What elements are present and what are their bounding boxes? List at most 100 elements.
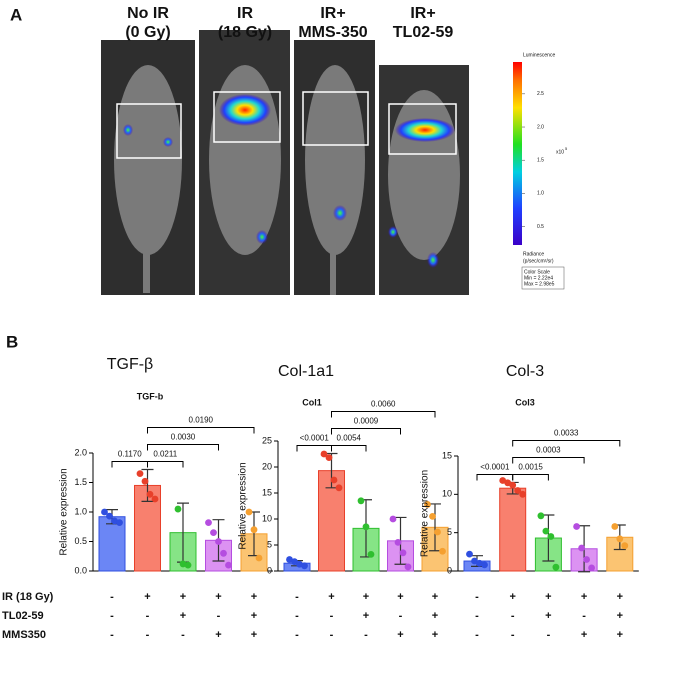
panel-label: A <box>10 5 22 24</box>
data-point <box>429 513 436 520</box>
significance-bracket <box>147 444 219 451</box>
p-value: 0.0009 <box>354 417 379 426</box>
colorbar-unit-exp: 5 <box>565 146 568 151</box>
group-label: IR <box>237 5 253 22</box>
condition-sign: + <box>545 591 551 603</box>
data-point <box>330 476 338 484</box>
condition-sign: + <box>617 610 623 622</box>
data-point <box>146 490 154 498</box>
p-value: 0.0211 <box>153 450 177 459</box>
group-label: IR+ <box>320 5 345 22</box>
significance-bracket <box>331 427 401 435</box>
chart-title: TGF-b <box>137 391 164 401</box>
condition-sign: + <box>581 629 587 641</box>
condition-sign: + <box>617 591 623 603</box>
colorbar <box>513 62 522 245</box>
colorbar-tick-label: 0.5 <box>537 224 544 230</box>
p-value: 0.0033 <box>554 429 579 438</box>
data-point <box>514 487 522 494</box>
condition-sign: - <box>110 610 114 622</box>
condition-sign: - <box>511 629 515 641</box>
significance-bracket <box>331 410 436 418</box>
condition-sign: - <box>475 629 479 641</box>
condition-sign: - <box>295 610 299 622</box>
data-point <box>611 523 619 530</box>
y-axis-label: Relative expression <box>59 468 70 555</box>
condition-sign: + <box>397 591 403 603</box>
panel-a-photos <box>101 30 522 295</box>
data-point <box>205 519 212 527</box>
p-value: 0.1170 <box>118 450 142 459</box>
scale-text: Max = 2.98e5 <box>524 281 555 287</box>
data-point <box>116 519 123 527</box>
data-point <box>542 527 550 535</box>
condition-label: TL02-59 <box>2 610 44 622</box>
data-point <box>578 544 585 552</box>
data-point <box>573 523 580 530</box>
scale-text: Color Scale <box>524 269 550 275</box>
y-tick-label: 0.5 <box>74 536 87 546</box>
data-point <box>291 558 298 566</box>
data-point <box>588 564 595 572</box>
data-point <box>184 561 192 569</box>
y-tick-label: 0 <box>267 565 272 575</box>
condition-sign: - <box>330 629 334 641</box>
condition-sign: + <box>397 629 403 641</box>
data-point <box>357 497 365 505</box>
scale-box <box>521 266 565 290</box>
data-point <box>424 501 431 508</box>
data-point <box>220 549 227 557</box>
condition-sign: + <box>251 629 257 641</box>
data-point <box>439 547 446 555</box>
roi-boxes <box>116 91 457 159</box>
radiance-label: Radiance <box>523 251 544 257</box>
p-value: <0.0001 <box>480 463 510 472</box>
data-point <box>255 554 263 562</box>
group-label: No IR <box>127 5 169 22</box>
condition-sign: - <box>217 610 221 622</box>
y-tick-label: 15 <box>442 450 452 460</box>
p-value: 0.0030 <box>171 433 196 442</box>
significance-bracket <box>331 444 367 452</box>
y-axis-label: Relative expression <box>420 470 431 557</box>
data-point <box>141 477 149 485</box>
condition-sign: - <box>511 610 515 622</box>
group-label: MMS-350 <box>298 24 367 41</box>
bar-chart: Col-3 Col3 Relative expression 0 5 10 15 - - - + - -… <box>420 363 639 641</box>
condition-sign: - <box>181 629 185 641</box>
significance-bracket <box>512 439 621 447</box>
data-point <box>552 563 560 571</box>
p-value: 0.0054 <box>337 434 362 443</box>
colorbar-title: Luminescence <box>523 52 555 58</box>
data-point <box>367 550 375 558</box>
p-value: 0.0015 <box>518 463 543 472</box>
panel-label: B <box>6 332 18 351</box>
group-label: (18 Gy) <box>218 24 272 41</box>
group-label: TL02-59 <box>393 24 454 41</box>
data-point <box>621 542 629 550</box>
condition-sign: + <box>363 591 369 603</box>
data-point <box>136 470 144 478</box>
y-tick-label: 20 <box>262 461 272 471</box>
data-point <box>325 454 333 462</box>
data-point <box>434 528 441 536</box>
condition-sign: - <box>364 629 368 641</box>
data-point <box>616 535 624 543</box>
data-point <box>399 549 407 557</box>
condition-sign: + <box>363 610 369 622</box>
condition-sign: + <box>617 629 623 641</box>
chart-header: Col-1a1 <box>278 363 334 380</box>
y-tick-label: 0.0 <box>74 565 87 575</box>
data-point <box>547 533 555 540</box>
data-point <box>215 538 222 545</box>
data-point <box>210 529 217 537</box>
bar-chart: Col-1a1 Col1 Relative expression 0 5 10 15 20 25… <box>238 363 454 641</box>
chart-title: Col3 <box>515 397 535 407</box>
condition-sign: + <box>328 591 334 603</box>
condition-sign: + <box>432 629 438 641</box>
condition-sign: - <box>475 610 479 622</box>
condition-sign: + <box>180 591 186 603</box>
condition-sign: - <box>110 591 114 603</box>
condition-sign: - <box>295 591 299 603</box>
